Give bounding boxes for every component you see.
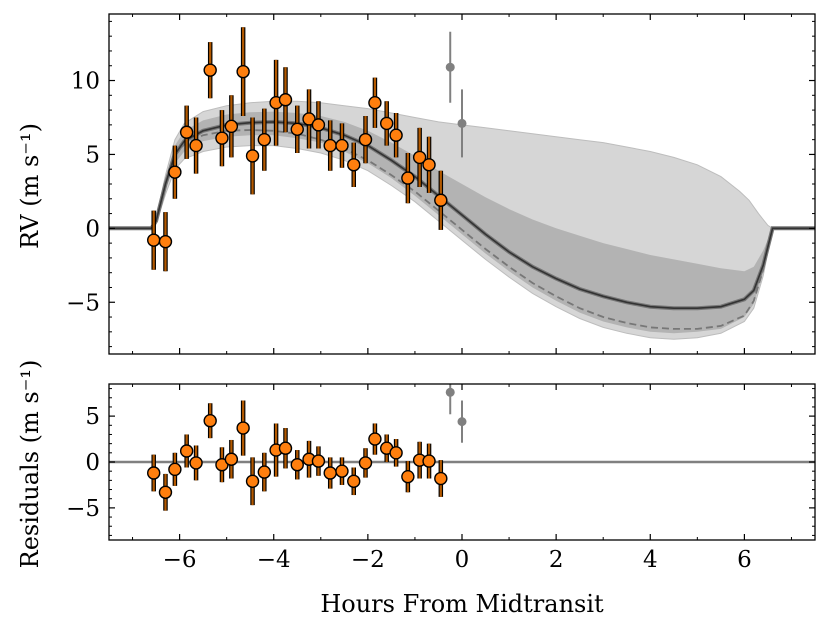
data-point bbox=[290, 122, 304, 137]
data-point bbox=[215, 131, 229, 145]
y-tick-label: 10 bbox=[71, 69, 100, 95]
data-point bbox=[389, 128, 403, 142]
y-tick-label: 0 bbox=[85, 450, 100, 476]
excluded-point bbox=[457, 118, 467, 128]
data-point bbox=[224, 452, 239, 466]
data-point bbox=[278, 441, 293, 455]
rv-plot-area bbox=[109, 27, 815, 340]
x-tick-label: 6 bbox=[737, 547, 752, 573]
data-point bbox=[236, 421, 250, 435]
model-line bbox=[109, 121, 815, 310]
y-tick-label: −5 bbox=[66, 496, 100, 522]
data-point bbox=[389, 446, 403, 460]
data-point bbox=[358, 456, 373, 470]
excluded-point bbox=[445, 62, 455, 72]
y-tick-label: 5 bbox=[85, 404, 100, 430]
data-point bbox=[302, 112, 316, 126]
data-point bbox=[335, 464, 349, 478]
data-point bbox=[368, 95, 382, 110]
data-point bbox=[401, 469, 415, 484]
data-point bbox=[290, 458, 304, 472]
x-tick-label: 4 bbox=[643, 547, 658, 573]
data-point bbox=[158, 234, 173, 249]
data-point bbox=[168, 165, 182, 179]
x-tick-label: −4 bbox=[257, 547, 291, 573]
residuals-plot-area bbox=[109, 384, 815, 511]
data-point bbox=[236, 64, 250, 79]
data-point bbox=[323, 466, 337, 480]
y-tick-label: 5 bbox=[85, 142, 100, 168]
x-tick-label: −6 bbox=[163, 547, 197, 573]
rv-panel: −5 0 5 10 bbox=[66, 13, 816, 355]
x-tick-label: −2 bbox=[351, 547, 385, 573]
residuals-y-axis-label: Residuals (m s⁻¹) bbox=[16, 360, 44, 569]
data-point bbox=[147, 466, 161, 480]
data-point bbox=[158, 485, 173, 499]
data-point bbox=[245, 149, 260, 163]
data-point bbox=[401, 171, 415, 185]
dashed-model-line bbox=[150, 129, 774, 330]
data-point bbox=[257, 465, 272, 479]
data-point bbox=[278, 93, 293, 107]
data-point bbox=[323, 138, 337, 153]
y-tick-label: −5 bbox=[66, 290, 100, 316]
excluded-point bbox=[457, 417, 467, 427]
data-point bbox=[179, 444, 194, 458]
data-point bbox=[347, 474, 361, 488]
data-point bbox=[422, 158, 436, 172]
data-point bbox=[245, 474, 260, 488]
data-point bbox=[422, 454, 436, 468]
data-point bbox=[311, 118, 326, 132]
excluded-point bbox=[445, 387, 455, 397]
data-point bbox=[203, 414, 217, 428]
band-inner bbox=[151, 111, 773, 334]
x-tick-label: 0 bbox=[455, 547, 470, 573]
data-point bbox=[179, 125, 194, 139]
data-point bbox=[147, 233, 161, 247]
rv-y-axis-label: RV (m s⁻¹) bbox=[16, 123, 44, 249]
residuals-panel: −6 −4 −2 0 2 4 6 −5 0 5 bbox=[66, 383, 816, 573]
data-point bbox=[335, 138, 349, 153]
data-point bbox=[347, 158, 361, 172]
data-point bbox=[311, 454, 326, 468]
data-point bbox=[379, 116, 394, 131]
data-point bbox=[434, 471, 448, 486]
data-point bbox=[189, 456, 203, 470]
y-tick-label: 0 bbox=[85, 216, 100, 242]
data-point bbox=[358, 132, 373, 147]
x-axis-label: Hours From Midtransit bbox=[320, 590, 604, 618]
data-point bbox=[434, 193, 448, 207]
data-point bbox=[257, 132, 272, 147]
data-point bbox=[203, 63, 217, 77]
data-point bbox=[189, 138, 203, 153]
data-point bbox=[168, 462, 182, 477]
data-point bbox=[412, 150, 427, 165]
data-point bbox=[224, 119, 239, 134]
data-point bbox=[368, 432, 382, 446]
x-tick-label: 2 bbox=[549, 547, 564, 573]
